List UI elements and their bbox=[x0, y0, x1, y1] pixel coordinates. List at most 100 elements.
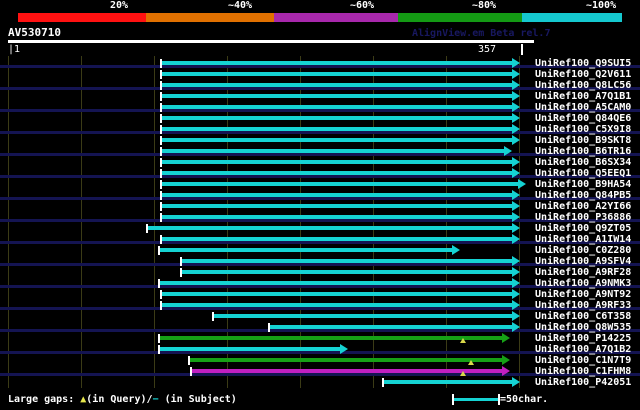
alignment-row[interactable] bbox=[0, 223, 640, 234]
alignment-end-arrow-icon bbox=[512, 212, 520, 222]
hit-label[interactable]: UniRef100_A9NMK3 bbox=[535, 278, 632, 289]
alignment-row[interactable] bbox=[0, 267, 640, 278]
hit-label[interactable]: UniRef100_C5X9I8 bbox=[535, 124, 632, 135]
alignment-bar[interactable] bbox=[192, 369, 502, 373]
alignment-bar[interactable] bbox=[160, 336, 502, 340]
alignment-bar[interactable] bbox=[162, 61, 512, 65]
alignment-bar[interactable] bbox=[190, 358, 502, 362]
alignment-end-arrow-icon bbox=[512, 311, 520, 321]
alignment-bar[interactable] bbox=[162, 83, 512, 87]
hit-label[interactable]: UniRef100_A2YI66 bbox=[535, 201, 632, 212]
hit-label[interactable]: UniRef100_A7Q1B1 bbox=[535, 91, 632, 102]
hit-label[interactable]: UniRef100_P36886 bbox=[535, 212, 632, 223]
alignment-row[interactable] bbox=[0, 344, 640, 355]
hit-label[interactable]: UniRef100_A9SFV4 bbox=[535, 256, 632, 267]
alignment-end-arrow-icon bbox=[512, 135, 520, 145]
alignment-bar[interactable] bbox=[162, 215, 512, 219]
alignment-end-arrow-icon bbox=[512, 201, 520, 211]
hit-label[interactable]: UniRef100_A1IW14 bbox=[535, 234, 632, 245]
scale-bar bbox=[452, 394, 512, 405]
hit-label[interactable]: UniRef100_A5CAM0 bbox=[535, 102, 632, 113]
alignment-bar[interactable] bbox=[162, 204, 512, 208]
hit-label[interactable]: UniRef100_Q84QE6 bbox=[535, 113, 632, 124]
hit-label[interactable]: UniRef100_A9RF33 bbox=[535, 300, 632, 311]
alignment-bar[interactable] bbox=[162, 171, 512, 175]
alignment-bar[interactable] bbox=[162, 127, 512, 131]
hit-label[interactable]: UniRef100_Q9ZT05 bbox=[535, 223, 632, 234]
hit-label[interactable]: UniRef100_Q2V611 bbox=[535, 69, 632, 80]
hit-label[interactable]: UniRef100_C1FHM8 bbox=[535, 366, 632, 377]
alignment-bar[interactable] bbox=[160, 281, 512, 285]
alignment-row[interactable] bbox=[0, 146, 640, 157]
alignment-row[interactable] bbox=[0, 157, 640, 168]
alignment-bar[interactable] bbox=[214, 314, 512, 318]
alignment-row[interactable] bbox=[0, 322, 640, 333]
alignment-row[interactable] bbox=[0, 69, 640, 80]
alignment-bar[interactable] bbox=[162, 72, 512, 76]
alignment-bar[interactable] bbox=[182, 270, 512, 274]
alignment-row[interactable] bbox=[0, 366, 640, 377]
alignment-row[interactable] bbox=[0, 80, 640, 91]
alignment-row[interactable] bbox=[0, 201, 640, 212]
alignment-row[interactable] bbox=[0, 58, 640, 69]
hit-label[interactable]: UniRef100_B6SX34 bbox=[535, 157, 632, 168]
hit-label[interactable]: UniRef100_C6T358 bbox=[535, 311, 632, 322]
hit-label[interactable]: UniRef100_Q8LC56 bbox=[535, 80, 632, 91]
alignment-start-tick bbox=[180, 257, 182, 266]
alignment-start-tick bbox=[180, 268, 182, 277]
hit-label[interactable]: UniRef100_B9HA54 bbox=[535, 179, 632, 190]
alignment-row[interactable] bbox=[0, 234, 640, 245]
hit-label[interactable]: UniRef100_A7Q1B2 bbox=[535, 344, 632, 355]
alignment-row[interactable] bbox=[0, 245, 640, 256]
hit-label[interactable]: UniRef100_A9NT92 bbox=[535, 289, 632, 300]
alignment-bar[interactable] bbox=[162, 237, 512, 241]
hit-label[interactable]: UniRef100_P42051 bbox=[535, 377, 632, 388]
alignment-row[interactable] bbox=[0, 179, 640, 190]
alignment-row[interactable] bbox=[0, 102, 640, 113]
alignment-row[interactable] bbox=[0, 311, 640, 322]
alignment-row[interactable] bbox=[0, 355, 640, 366]
hit-label[interactable]: UniRef100_Q5EEQ1 bbox=[535, 168, 632, 179]
alignment-bar[interactable] bbox=[384, 380, 512, 384]
alignment-row[interactable] bbox=[0, 135, 640, 146]
alignment-bar[interactable] bbox=[162, 105, 512, 109]
alignment-row[interactable] bbox=[0, 377, 640, 388]
alignment-bar[interactable] bbox=[162, 94, 512, 98]
alignment-bar[interactable] bbox=[162, 149, 504, 153]
hit-label[interactable]: UniRef100_P14225 bbox=[535, 333, 632, 344]
alignment-end-arrow-icon bbox=[502, 355, 510, 365]
hit-label[interactable]: UniRef100_Q84PB5 bbox=[535, 190, 632, 201]
hit-label[interactable]: UniRef100_B6TR16 bbox=[535, 146, 632, 157]
alignment-row[interactable] bbox=[0, 300, 640, 311]
hit-label[interactable]: UniRef100_A9RF28 bbox=[535, 267, 632, 278]
hit-label[interactable]: UniRef100_Q8W535 bbox=[535, 322, 632, 333]
alignment-row[interactable] bbox=[0, 190, 640, 201]
alignment-row[interactable] bbox=[0, 113, 640, 124]
alignment-row[interactable] bbox=[0, 212, 640, 223]
alignment-row[interactable] bbox=[0, 289, 640, 300]
alignment-bar[interactable] bbox=[162, 116, 512, 120]
alignment-bar[interactable] bbox=[162, 303, 512, 307]
alignment-row[interactable] bbox=[0, 278, 640, 289]
alignment-bar[interactable] bbox=[182, 259, 512, 263]
alignment-bar[interactable] bbox=[162, 138, 512, 142]
hit-label[interactable]: UniRef100_C0Z280 bbox=[535, 245, 632, 256]
alignment-bar[interactable] bbox=[162, 292, 512, 296]
row-band bbox=[0, 307, 640, 310]
alignment-bar[interactable] bbox=[162, 160, 512, 164]
hit-label[interactable]: UniRef100_Q9SUI5 bbox=[535, 58, 632, 69]
alignment-row[interactable] bbox=[0, 333, 640, 344]
alignment-row[interactable] bbox=[0, 91, 640, 102]
alignment-bar[interactable] bbox=[160, 248, 452, 252]
alignment-bar[interactable] bbox=[162, 182, 518, 186]
alignment-bar[interactable] bbox=[160, 347, 340, 351]
hit-label[interactable]: UniRef100_C1N7T9 bbox=[535, 355, 632, 366]
alignment-bar[interactable] bbox=[148, 226, 512, 230]
alignment-row[interactable] bbox=[0, 124, 640, 135]
alignment-bar[interactable] bbox=[270, 325, 512, 329]
alignment-bar[interactable] bbox=[162, 193, 512, 197]
hit-label[interactable]: UniRef100_B9SKT8 bbox=[535, 135, 632, 146]
alignment-row[interactable] bbox=[0, 168, 640, 179]
alignment-row[interactable] bbox=[0, 256, 640, 267]
scale-bar-right-cap bbox=[498, 394, 500, 405]
